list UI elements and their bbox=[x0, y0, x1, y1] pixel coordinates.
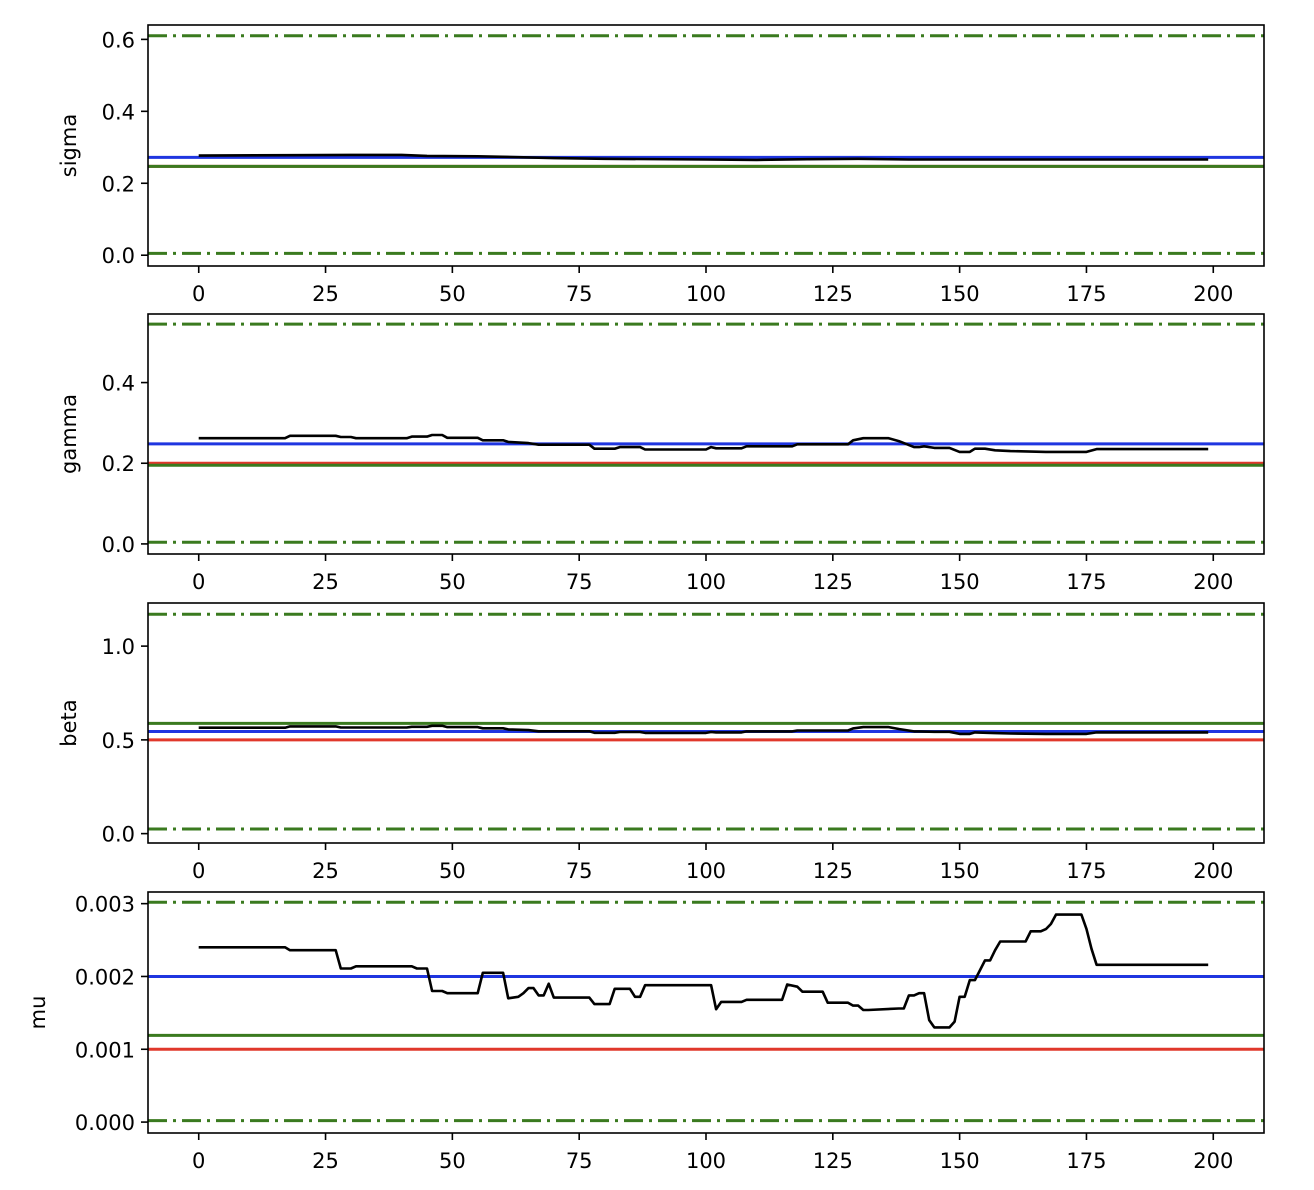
y-axis-label: beta bbox=[57, 699, 81, 746]
x-tick-label: 0 bbox=[192, 570, 205, 594]
x-tick-label: 175 bbox=[1066, 570, 1106, 594]
y-tick-label: 0.2 bbox=[102, 452, 135, 476]
x-tick-label: 200 bbox=[1193, 1149, 1233, 1173]
x-tick-label: 75 bbox=[566, 859, 593, 883]
x-tick-label: 50 bbox=[439, 1149, 466, 1173]
y-tick-label: 0.6 bbox=[102, 28, 135, 52]
y-axis-label: gamma bbox=[57, 394, 81, 474]
x-tick-label: 150 bbox=[940, 282, 980, 306]
x-tick-label: 125 bbox=[813, 282, 853, 306]
x-tick-label: 175 bbox=[1066, 859, 1106, 883]
x-tick-label: 150 bbox=[940, 1149, 980, 1173]
plot-area bbox=[148, 34, 1264, 255]
x-tick-label: 25 bbox=[312, 282, 339, 306]
x-tick-label: 125 bbox=[813, 1149, 853, 1173]
plot-area bbox=[148, 322, 1264, 544]
plot-area bbox=[148, 612, 1264, 831]
x-tick-label: 75 bbox=[566, 282, 593, 306]
x-tick-label: 175 bbox=[1066, 1149, 1106, 1173]
subplot-beta: 0 25 50 75 100 125 150 175 200 0.0 0.5 1.0 beta bbox=[57, 602, 1265, 883]
y-tick-label: 0.0 bbox=[102, 823, 135, 847]
subplot-mu: 0 25 50 75 100 125 150 175 200 0.000 0.001 0.002 0.0… bbox=[26, 891, 1265, 1173]
y-tick-label: 0.000 bbox=[75, 1111, 135, 1135]
y-tick-label: 0.001 bbox=[75, 1038, 135, 1062]
x-tick-label: 75 bbox=[566, 570, 593, 594]
x-tick-label: 100 bbox=[686, 1149, 726, 1173]
y-tick-label: 0.0 bbox=[102, 244, 135, 268]
y-axis-label: mu bbox=[26, 996, 50, 1030]
x-tick-label: 150 bbox=[940, 859, 980, 883]
axes-frame bbox=[147, 891, 1265, 1134]
y-tick-label: 0.4 bbox=[102, 100, 135, 124]
x-tick-label: 75 bbox=[566, 1149, 593, 1173]
x-tick-label: 50 bbox=[439, 282, 466, 306]
x-tick-label: 100 bbox=[686, 570, 726, 594]
x-tick-label: 175 bbox=[1066, 282, 1106, 306]
y-tick-label: 0.002 bbox=[75, 965, 135, 989]
x-tick-label: 25 bbox=[312, 1149, 339, 1173]
x-tick-label: 50 bbox=[439, 859, 466, 883]
series-line-0 bbox=[198, 153, 1209, 162]
x-tick-label: 50 bbox=[439, 570, 466, 594]
x-tick-label: 0 bbox=[192, 282, 205, 306]
series-line-0 bbox=[198, 433, 1209, 454]
x-tick-label: 25 bbox=[312, 570, 339, 594]
subplot-sigma: 0 25 50 75 100 125 150 175 200 0.0 0.2 0.4 0.6 sigma bbox=[57, 24, 1265, 306]
y-tick-label: 0.5 bbox=[102, 729, 135, 753]
plot-area bbox=[148, 900, 1264, 1123]
x-tick-label: 25 bbox=[312, 859, 339, 883]
y-tick-label: 1.0 bbox=[102, 635, 135, 659]
x-tick-label: 0 bbox=[192, 1149, 205, 1173]
x-tick-label: 0 bbox=[192, 859, 205, 883]
axes-frame bbox=[147, 313, 1265, 555]
x-tick-label: 150 bbox=[940, 570, 980, 594]
x-tick-label: 125 bbox=[813, 570, 853, 594]
series-line-0 bbox=[198, 913, 1209, 1029]
y-tick-label: 0.2 bbox=[102, 172, 135, 196]
y-tick-label: 0.0 bbox=[102, 533, 135, 557]
axes-frame bbox=[147, 24, 1265, 267]
y-tick-label: 0.4 bbox=[102, 372, 135, 396]
x-tick-label: 200 bbox=[1193, 859, 1233, 883]
series-line-0 bbox=[198, 724, 1209, 736]
x-tick-label: 200 bbox=[1193, 282, 1233, 306]
x-tick-label: 125 bbox=[813, 859, 853, 883]
x-tick-label: 100 bbox=[686, 282, 726, 306]
y-tick-label: 0.003 bbox=[75, 893, 135, 917]
x-tick-label: 200 bbox=[1193, 570, 1233, 594]
x-tick-label: 100 bbox=[686, 859, 726, 883]
subplot-gamma: 0 25 50 75 100 125 150 175 200 0.0 0.2 0.4 gamma bbox=[57, 313, 1265, 594]
y-axis-label: sigma bbox=[57, 114, 81, 177]
